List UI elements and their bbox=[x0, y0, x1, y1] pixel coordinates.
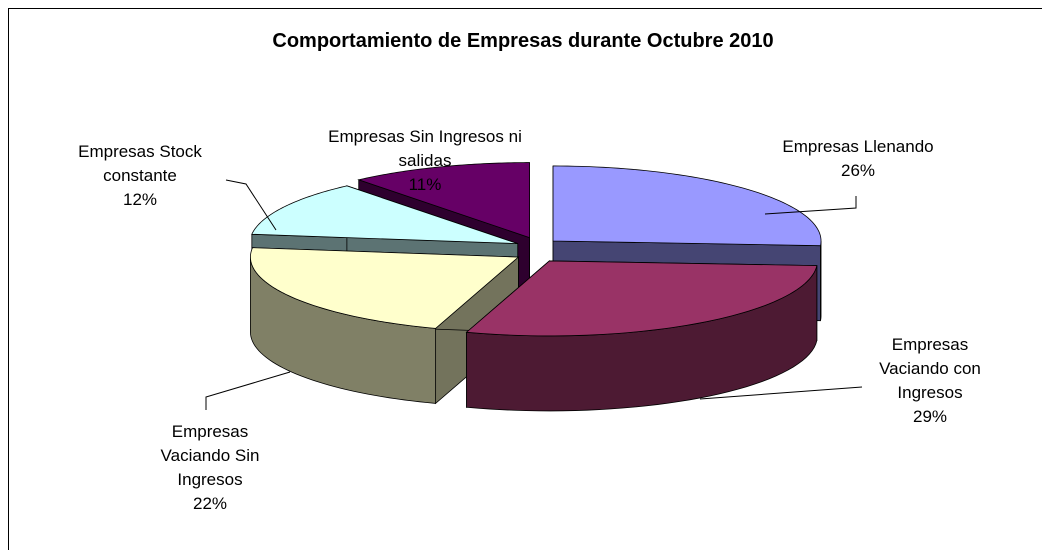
chart-title: Comportamiento de Empresas durante Octub… bbox=[272, 30, 774, 52]
data-label: Empresas Stock constante 12% bbox=[50, 140, 230, 212]
slice-top bbox=[357, 162, 530, 239]
label-name: Empresas Stock constante bbox=[78, 142, 202, 185]
label-value: 11% bbox=[408, 175, 442, 194]
label-value: 26% bbox=[840, 161, 876, 180]
slice-top bbox=[251, 185, 518, 245]
data-label: Empresas Llenando 26% bbox=[748, 135, 968, 183]
label-name: Empresas Sin Ingresos ni salidas bbox=[328, 127, 522, 170]
chart-border bbox=[8, 8, 1042, 550]
leader-line bbox=[699, 386, 863, 400]
pie bbox=[250, 162, 822, 412]
data-label: Empresas Vaciando con Ingresos 29% bbox=[865, 333, 995, 429]
slice-top bbox=[465, 260, 818, 337]
leader-line bbox=[764, 196, 857, 215]
leader-lines bbox=[205, 179, 863, 410]
data-label: Empresas Sin Ingresos ni salidas 11% bbox=[325, 125, 525, 197]
leader-line bbox=[205, 371, 291, 410]
data-label: Empresas Vaciando Sin Ingresos 22% bbox=[140, 420, 280, 516]
pie-slice bbox=[465, 260, 818, 412]
label-name: Empresas Vaciando con Ingresos bbox=[879, 335, 981, 402]
slice-top bbox=[552, 165, 822, 247]
label-value: 12% bbox=[122, 190, 158, 209]
slice-side bbox=[820, 240, 822, 321]
slice-top bbox=[250, 247, 520, 329]
leader-line bbox=[225, 179, 277, 231]
label-value: 29% bbox=[912, 407, 948, 426]
label-name: Empresas Llenando bbox=[782, 137, 934, 156]
label-value: 22% bbox=[192, 494, 228, 513]
label-name: Empresas Vaciando Sin Ingresos bbox=[160, 422, 260, 489]
